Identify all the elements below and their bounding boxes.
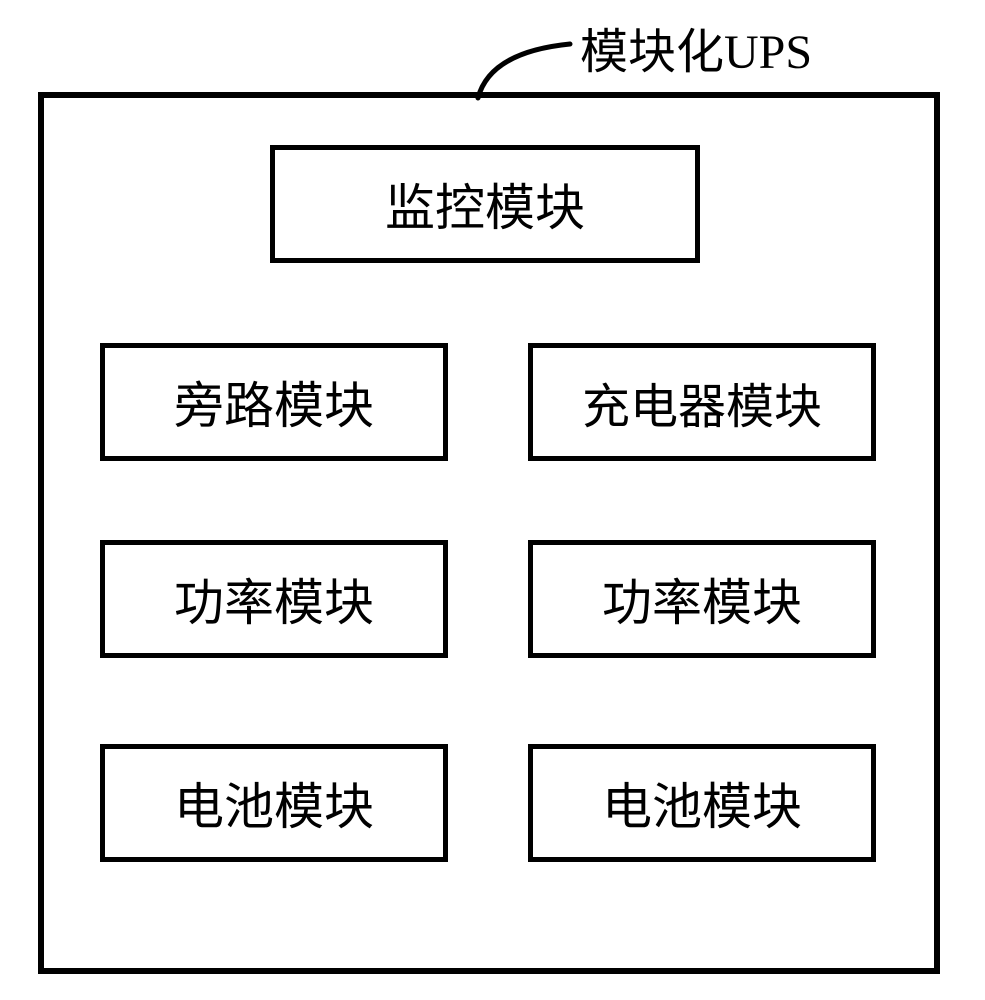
module-label-bypass: 旁路模块	[174, 366, 374, 438]
module-battery-left: 电池模块	[100, 744, 448, 862]
module-battery-right: 电池模块	[528, 744, 876, 862]
module-monitor: 监控模块	[270, 145, 700, 263]
module-bypass: 旁路模块	[100, 343, 448, 461]
module-label-battery-right: 电池模块	[602, 767, 802, 839]
module-label-power-right: 功率模块	[602, 563, 802, 635]
module-charger: 充电器模块	[528, 343, 876, 461]
module-power-left: 功率模块	[100, 540, 448, 658]
module-label-charger: 充电器模块	[582, 367, 822, 437]
module-power-right: 功率模块	[528, 540, 876, 658]
module-label-battery-left: 电池模块	[174, 767, 374, 839]
module-label-monitor: 监控模块	[385, 168, 585, 240]
module-label-power-left: 功率模块	[174, 563, 374, 635]
